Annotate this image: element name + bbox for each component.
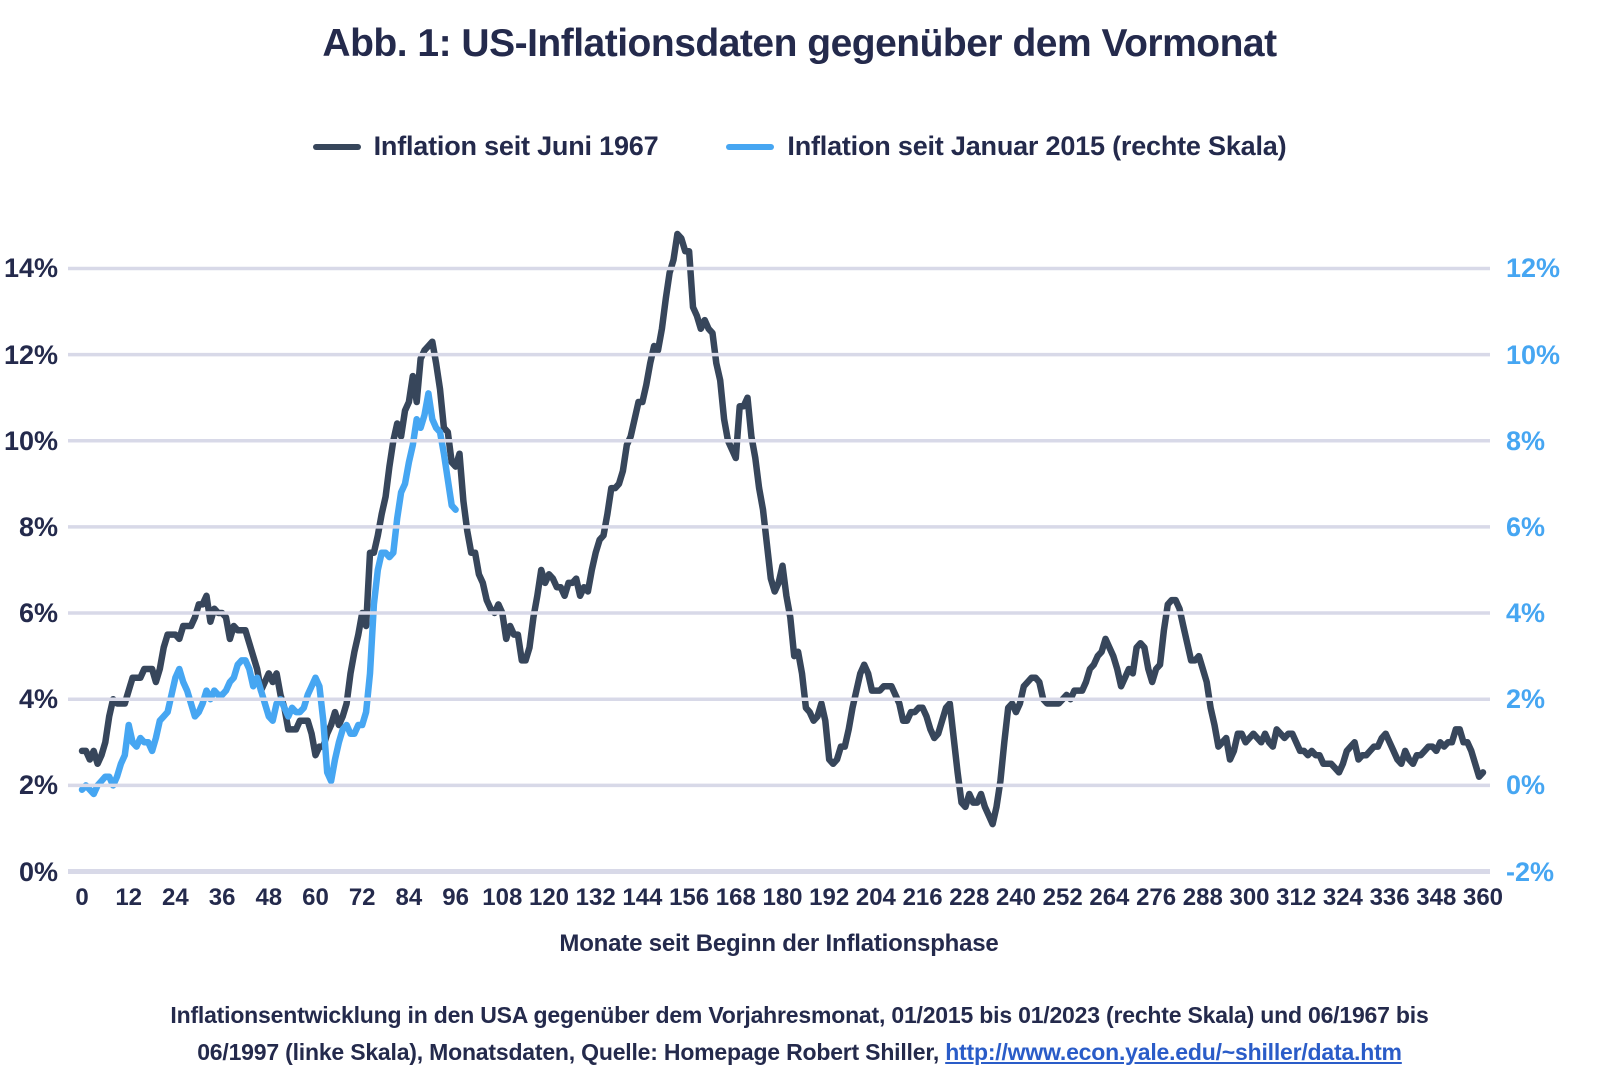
left-tick-12: 12% (3, 339, 58, 370)
x-tick-336: 336 (1369, 884, 1410, 911)
legend-swatch-icon (312, 143, 361, 150)
left-tick-2: 2% (18, 770, 58, 801)
x-tick-108: 108 (482, 884, 523, 911)
inflation-1967-line (78, 230, 1487, 828)
x-tick-192: 192 (809, 884, 850, 911)
x-tick-120: 120 (528, 884, 570, 911)
caption-line1: Inflationsentwicklung in den USA gegenüb… (170, 1002, 1429, 1028)
x-tick-60: 60 (302, 884, 329, 911)
x-tick-12: 12 (115, 884, 143, 911)
x-tick-144: 144 (622, 884, 663, 911)
x-tick-48: 48 (255, 884, 283, 911)
right-tick-8: 8% (1506, 425, 1546, 456)
left-tick-8: 8% (18, 511, 58, 542)
right-tick-10: 10% (1506, 339, 1561, 370)
x-axis-title: Monate seit Beginn der Inflationsphase (559, 930, 999, 957)
x-tick-228: 228 (949, 884, 990, 911)
x-tick-132: 132 (575, 884, 616, 911)
x-tick-156: 156 (669, 884, 710, 911)
x-tick-264: 264 (1089, 884, 1130, 911)
legend-item-1: Inflation seit Januar 2015 (rechte Skala… (726, 131, 1287, 162)
left-tick-0: 0% (18, 856, 58, 887)
legend-label: Inflation seit Juni 1967 (373, 131, 659, 161)
x-tick-36: 36 (208, 884, 236, 911)
x-tick-180: 180 (762, 884, 803, 911)
right-tick-12: 12% (1506, 253, 1561, 284)
legend-item-0: Inflation seit Juni 1967 (312, 131, 659, 162)
legend-swatch-icon (726, 143, 775, 150)
right-tick-4: 4% (1506, 598, 1546, 629)
right-tick--2: -2% (1506, 856, 1555, 887)
x-tick-324: 324 (1322, 884, 1363, 911)
legend-label: Inflation seit Januar 2015 (rechte Skala… (787, 131, 1287, 161)
chart-legend: Inflation seit Juni 1967 Inflation seit J… (0, 131, 1599, 162)
x-tick-84: 84 (395, 884, 423, 911)
x-tick-360: 360 (1462, 884, 1504, 911)
chart-title: Abb. 1: US-Inflationsdaten gegenüber dem… (322, 22, 1277, 65)
x-tick-72: 72 (348, 884, 376, 911)
x-tick-240: 240 (995, 884, 1037, 911)
x-tick-96: 96 (442, 884, 469, 911)
x-tick-204: 204 (855, 884, 896, 911)
x-tick-276: 276 (1136, 884, 1177, 911)
x-tick-0: 0 (75, 884, 89, 911)
inflation-2015-line (78, 390, 459, 798)
source-link[interactable]: http://www.econ.yale.edu/~shiller/data.h… (945, 1039, 1402, 1065)
x-tick-216: 216 (902, 884, 943, 911)
x-tick-252: 252 (1042, 884, 1083, 911)
caption: Inflationsentwicklung in den USA gegenüb… (0, 997, 1599, 1071)
caption-line2-prefix: 06/1997 (linke Skala), Monatsdaten, Quel… (197, 1039, 946, 1065)
x-tick-348: 348 (1416, 884, 1457, 911)
x-tick-24: 24 (162, 884, 189, 911)
left-tick-10: 10% (3, 425, 58, 456)
x-tick-300: 300 (1229, 884, 1270, 911)
right-tick-0: 0% (1506, 770, 1546, 801)
x-tick-168: 168 (715, 884, 756, 911)
x-tick-288: 288 (1182, 884, 1223, 911)
left-tick-14: 14% (3, 253, 58, 284)
right-tick-6: 6% (1506, 511, 1546, 542)
left-tick-6: 6% (18, 598, 58, 629)
right-tick-2: 2% (1506, 684, 1546, 715)
x-tick-312: 312 (1276, 884, 1317, 911)
left-tick-4: 4% (18, 684, 58, 715)
